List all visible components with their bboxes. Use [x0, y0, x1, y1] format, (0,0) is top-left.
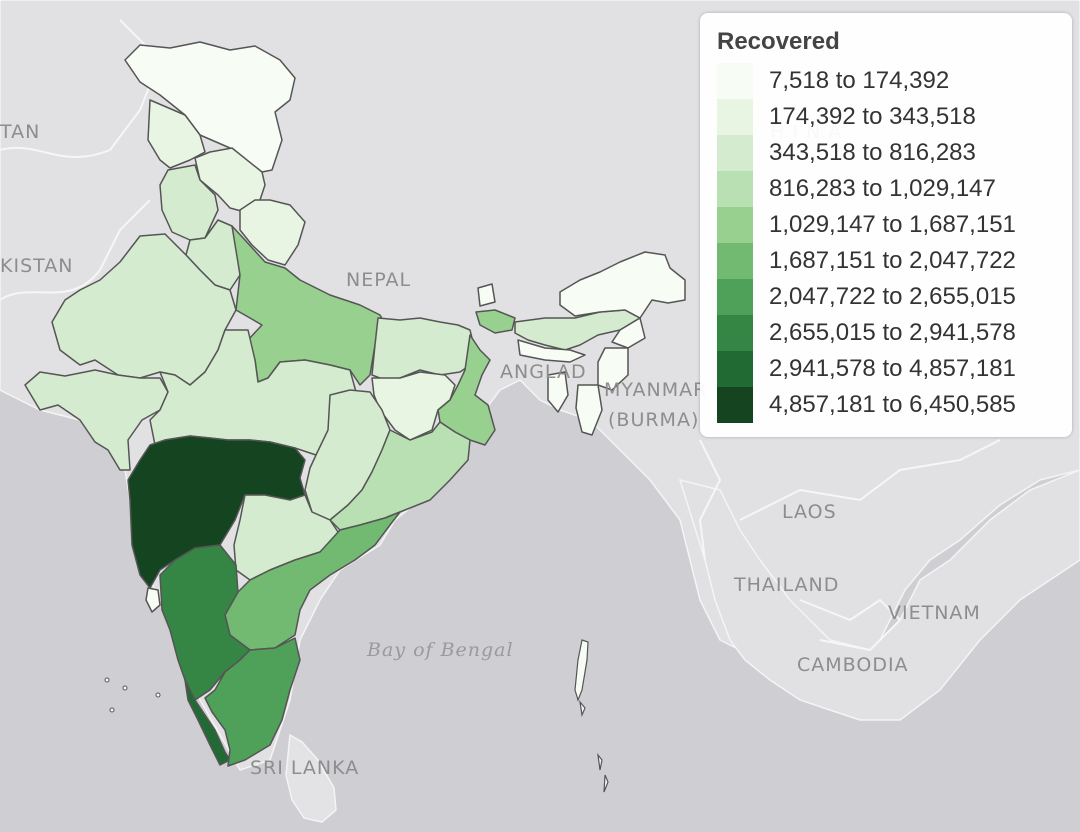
- andaman-nicobar-islands: [574, 639, 609, 793]
- state-tripura[interactable]: [547, 371, 569, 413]
- legend-swatch: [717, 135, 753, 171]
- legend-label: 174,392 to 343,518: [769, 103, 976, 130]
- legend-swatch: [717, 63, 753, 99]
- legend-swatch: [717, 99, 753, 135]
- label-sri-lanka: SRI LANKA: [250, 757, 359, 779]
- label-bangladesh: ANGLAD: [500, 361, 587, 383]
- lakshadweep-islands: [104, 677, 161, 713]
- legend-item: 1,029,147 to 1,687,151: [717, 207, 1056, 243]
- label-burma: (BURMA): [608, 409, 699, 431]
- legend-item: 2,047,722 to 2,655,015: [717, 279, 1056, 315]
- legend-swatch: [717, 243, 753, 279]
- legend-title: Recovered: [717, 28, 840, 55]
- state-meghalaya[interactable]: [517, 339, 586, 363]
- state-mizoram[interactable]: [575, 384, 603, 436]
- legend-item: 343,518 to 816,283: [717, 135, 1056, 171]
- legend-item: 7,518 to 174,392: [717, 63, 1056, 99]
- legend-item: 2,941,578 to 4,857,181: [717, 351, 1056, 387]
- state-sikkim[interactable]: [477, 283, 496, 307]
- legend-items: 7,518 to 174,392 174,392 to 343,518 343,51…: [717, 63, 1056, 423]
- legend-swatch: [717, 279, 753, 315]
- label-bay-of-bengal: Bay of Bengal: [366, 639, 514, 661]
- legend-label: 343,518 to 816,283: [769, 139, 976, 166]
- legend-item: 4,857,181 to 6,450,585: [717, 387, 1056, 423]
- state-delhi[interactable]: [475, 309, 516, 334]
- legend-swatch: [717, 315, 753, 351]
- state-arunachal[interactable]: [559, 251, 686, 319]
- legend-label: 816,283 to 1,029,147: [769, 175, 996, 202]
- state-goa[interactable]: [145, 587, 161, 613]
- state-odisha[interactable]: [329, 421, 471, 531]
- state-andhra-pradesh[interactable]: [224, 511, 401, 651]
- india-states: [24, 41, 686, 767]
- state-assam[interactable]: [514, 309, 641, 351]
- land-sri-lanka: [285, 733, 337, 823]
- legend-swatch: [717, 387, 753, 423]
- state-gujarat[interactable]: [24, 369, 169, 471]
- country-borders: [0, 19, 1001, 652]
- label-kistan: KISTAN: [0, 255, 73, 277]
- state-manipur[interactable]: [597, 347, 629, 391]
- label-vietnam: VIETNAM: [888, 602, 981, 624]
- state-uttarakhand[interactable]: [239, 199, 306, 266]
- state-west-bengal[interactable]: [437, 334, 496, 446]
- legend-item: 174,392 to 343,518: [717, 99, 1056, 135]
- label-nepal: NEPAL: [346, 269, 411, 291]
- legend-swatch: [717, 171, 753, 207]
- legend-item: 2,655,015 to 2,941,578: [717, 315, 1056, 351]
- legend-swatch: [717, 351, 753, 387]
- label-tan: TAN: [0, 121, 40, 143]
- label-myanmar: MYANMAR: [604, 379, 707, 401]
- state-tamil-nadu[interactable]: [204, 637, 301, 767]
- legend-label: 4,857,181 to 6,450,585: [769, 391, 1016, 418]
- state-nagaland[interactable]: [611, 317, 646, 349]
- legend-item: 816,283 to 1,029,147: [717, 171, 1056, 207]
- legend-label: 2,941,578 to 4,857,181: [769, 355, 1016, 382]
- legend-item: 1,687,151 to 2,047,722: [717, 243, 1056, 279]
- state-jammu-kashmir[interactable]: [147, 99, 206, 169]
- legend-label: 2,047,722 to 2,655,015: [769, 283, 1016, 310]
- legend-label: 2,655,015 to 2,941,578: [769, 319, 1016, 346]
- legend: Recovered 7,518 to 174,392 174,392 to 343…: [700, 13, 1072, 437]
- legend-label: 1,687,151 to 2,047,722: [769, 247, 1016, 274]
- label-laos: LAOS: [782, 501, 837, 523]
- state-bihar[interactable]: [371, 317, 476, 381]
- legend-label: 1,029,147 to 1,687,151: [769, 211, 1016, 238]
- land-indochina: [678, 469, 1080, 721]
- label-thailand: THAILAND: [733, 574, 839, 596]
- legend-label: 7,518 to 174,392: [769, 67, 950, 94]
- legend-swatch: [717, 207, 753, 243]
- label-cambodia: CAMBODIA: [797, 654, 909, 676]
